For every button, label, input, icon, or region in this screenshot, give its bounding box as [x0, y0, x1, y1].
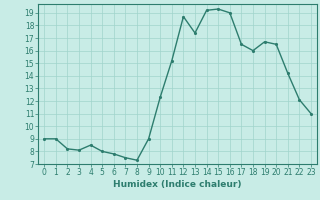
X-axis label: Humidex (Indice chaleur): Humidex (Indice chaleur) [113, 180, 242, 189]
